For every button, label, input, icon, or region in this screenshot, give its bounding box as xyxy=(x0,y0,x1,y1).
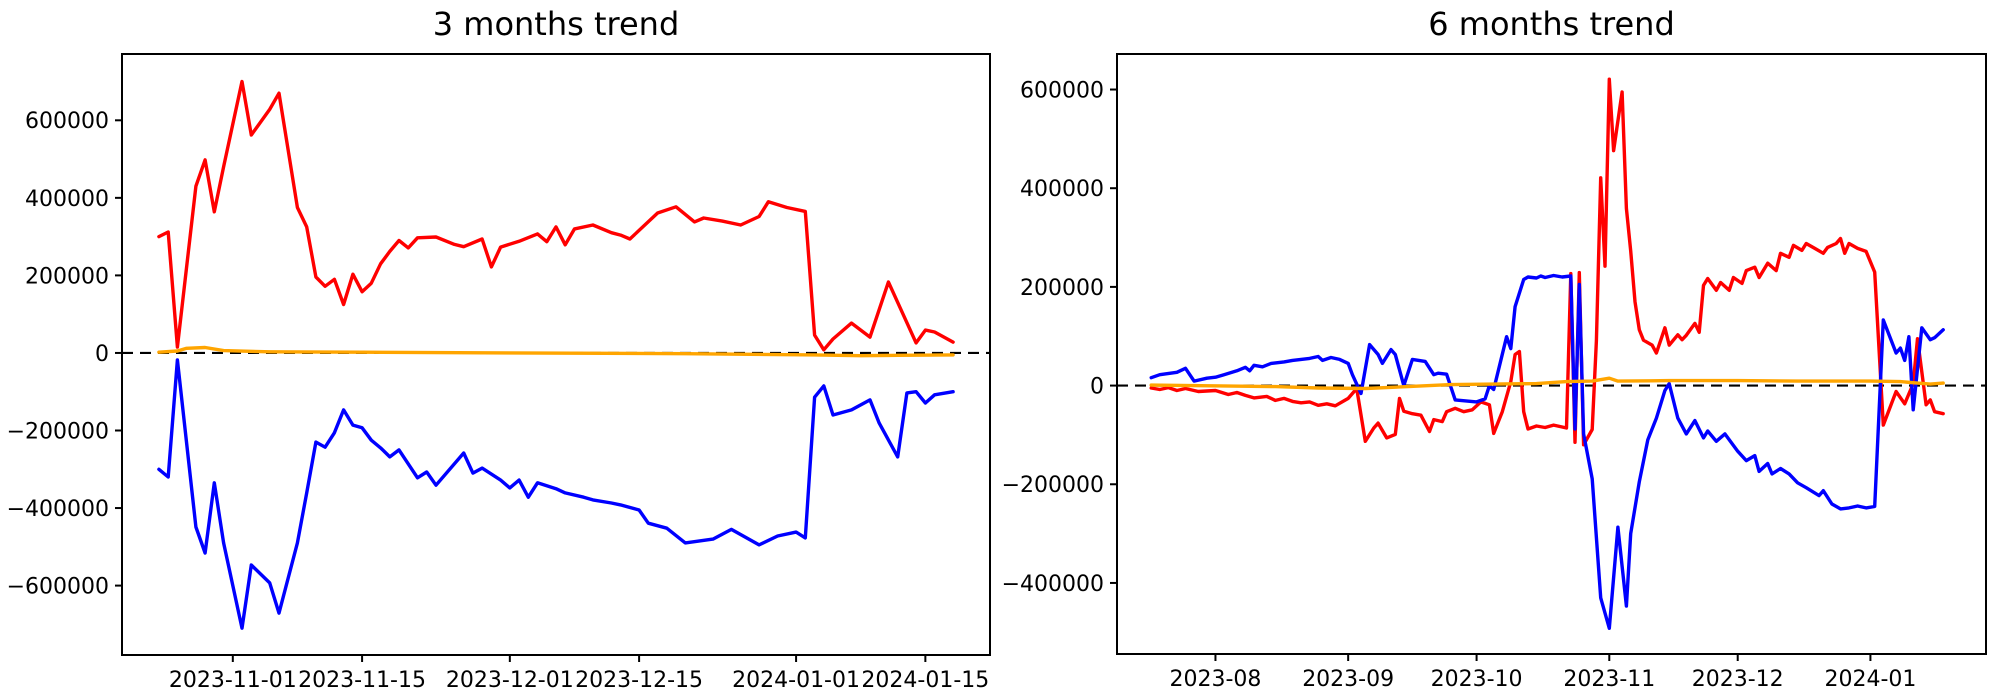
x-tick-label: 2023-11-01 xyxy=(169,668,297,693)
chart-title-6-months-trend: 6 months trend xyxy=(1428,5,1675,43)
y-tick-label: −200000 xyxy=(1002,473,1104,498)
y-tick-label: 600000 xyxy=(1020,78,1104,103)
y-tick-label: 400000 xyxy=(1020,177,1104,202)
y-tick-label: 0 xyxy=(1090,374,1104,399)
y-tick-label: 0 xyxy=(95,342,109,367)
x-tick-label: 2023-12-15 xyxy=(575,668,703,693)
orange-net-line xyxy=(1149,376,1945,391)
y-tick-label: 200000 xyxy=(1020,276,1104,301)
y-tick-label: −600000 xyxy=(7,575,109,600)
plot-border xyxy=(121,53,991,656)
orange-net-line xyxy=(157,345,955,358)
plot-border xyxy=(1116,53,1987,655)
x-tick-label: 2023-09 xyxy=(1302,667,1394,692)
chart-1: −400000 −200000 0 200000 400000 600000 2023-08… xyxy=(1002,53,1987,692)
red-line xyxy=(1149,77,1945,447)
y-tick-label: −400000 xyxy=(7,497,109,522)
x-tick-label: 2023-08 xyxy=(1169,667,1261,692)
x-tick-label: 2023-12 xyxy=(1692,667,1784,692)
x-tick-label: 2024-01 xyxy=(1824,667,1916,692)
x-tick-label: 2023-11-15 xyxy=(298,668,426,693)
x-tick-label: 2023-10 xyxy=(1431,667,1523,692)
lower-blue-line xyxy=(157,358,955,630)
y-tick-label: −200000 xyxy=(7,419,109,444)
y-tick-label: −400000 xyxy=(1002,572,1104,597)
chart-title-3-months-trend: 3 months trend xyxy=(432,5,680,43)
y-tick-label: 400000 xyxy=(25,187,109,212)
x-tick-label: 2024-01-01 xyxy=(732,668,860,693)
y-tick-label: 600000 xyxy=(25,109,109,134)
upper-red-line xyxy=(157,79,955,352)
y-tick-label: 200000 xyxy=(25,264,109,289)
x-tick-label: 2023-12-01 xyxy=(446,668,574,693)
x-tick-label: 2024-01-15 xyxy=(861,668,989,693)
x-tick-label: 2023-11 xyxy=(1563,667,1655,692)
chart-0: −600000 −400000 −200000 0 200000 400000 600000… xyxy=(7,53,991,693)
blue-line xyxy=(1149,273,1945,630)
